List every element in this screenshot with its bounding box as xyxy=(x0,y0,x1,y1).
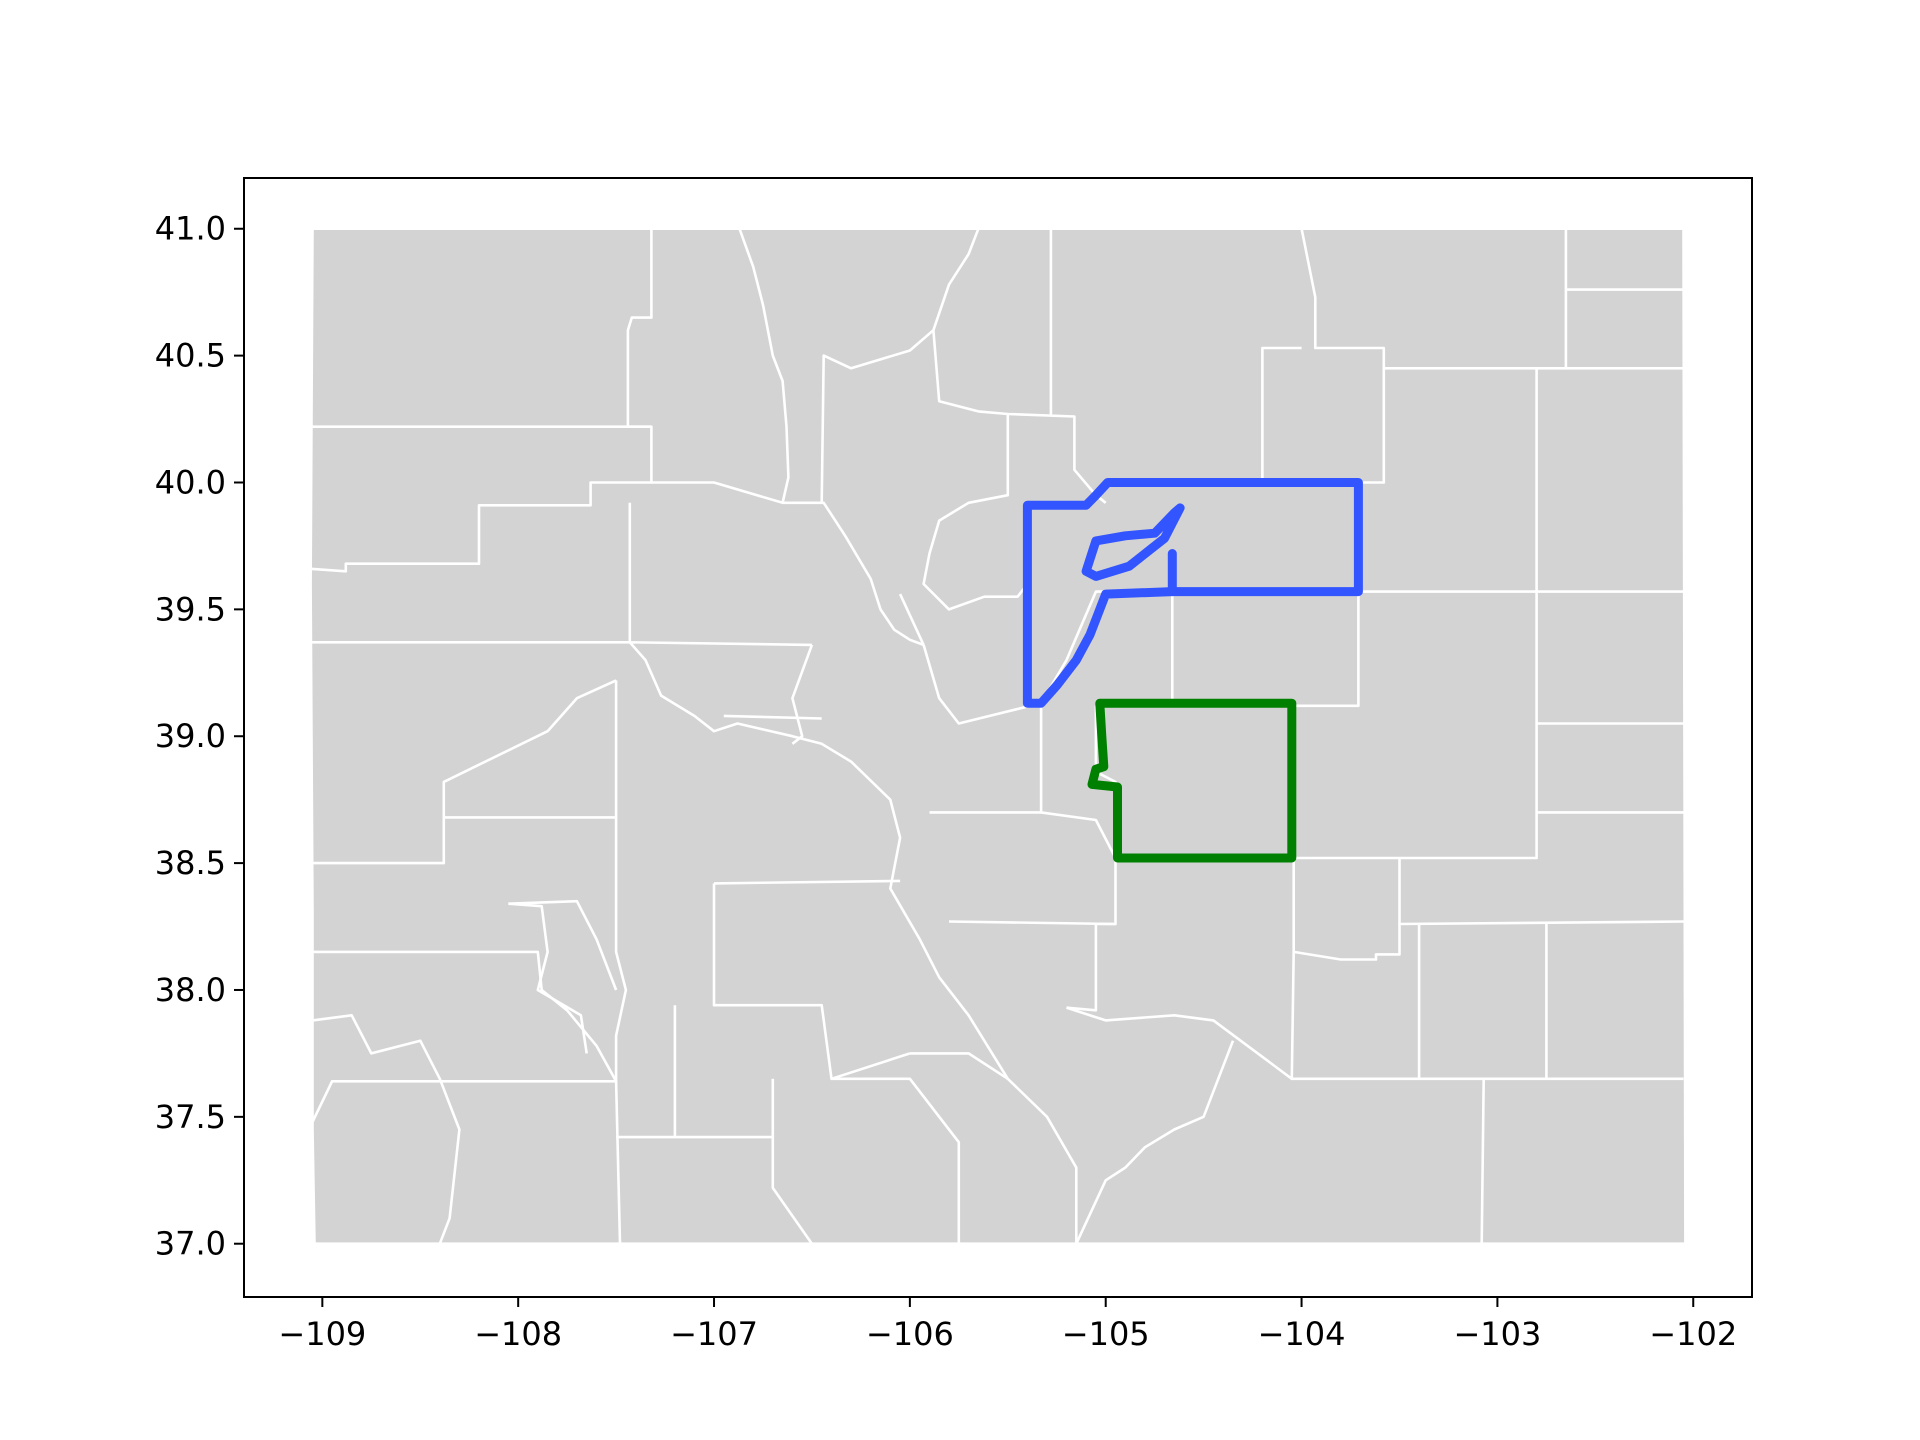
county-boundary-0 xyxy=(310,425,653,573)
x-tick-label-3: −106 xyxy=(866,1315,954,1353)
x-tick-label-2: −107 xyxy=(670,1315,758,1353)
county-boundary-25 xyxy=(1075,1040,1235,1245)
county-boundary-24 xyxy=(1066,1006,1293,1080)
county-boundary-43 xyxy=(616,1135,813,1245)
x-tick-label-5: −104 xyxy=(1258,1315,1346,1353)
x-tick-label-7: −102 xyxy=(1649,1315,1737,1353)
x-tick-label-1: −108 xyxy=(474,1315,562,1353)
y-tick-label-6: 40.0 xyxy=(155,463,226,501)
county-boundary-40 xyxy=(508,899,618,991)
x-tick-label-4: −105 xyxy=(1062,1315,1150,1353)
x-tick-label-0: −109 xyxy=(278,1315,366,1353)
county-boundary-6 xyxy=(738,228,790,504)
county-boundary-39 xyxy=(508,902,588,1054)
county-boundary-5 xyxy=(820,228,980,503)
x-tick-label-6: −103 xyxy=(1453,1315,1541,1353)
axes-border xyxy=(243,177,1753,1298)
county-boundary-27 xyxy=(948,920,1116,926)
county-boundary-42 xyxy=(311,1080,622,1244)
county-boundary-1 xyxy=(626,228,653,428)
x-axis-ticks: −109 −108 −107 −106 −105 −104 −103 −102 xyxy=(278,1297,1737,1353)
y-tick-label-2: 38.0 xyxy=(155,971,226,1009)
county-boundary-34 xyxy=(723,714,822,720)
county-boundary-45 xyxy=(712,883,911,1081)
county-boundary-2 xyxy=(651,481,925,647)
county-boundary-44 xyxy=(713,879,901,885)
y-tick-label-1: 37.5 xyxy=(155,1098,226,1136)
county-boundary-4 xyxy=(310,641,1078,1244)
county-boundary-41 xyxy=(312,1014,461,1245)
county-boundary-20 xyxy=(1290,951,1684,1081)
highlight-region-1-outline-0 xyxy=(1087,698,1297,863)
y-tick-label-0: 37.0 xyxy=(155,1225,226,1263)
county-boundary-35 xyxy=(614,680,628,1082)
county-boundary-15 xyxy=(1358,590,1684,725)
state-outline xyxy=(309,227,1687,1245)
y-tick-label-7: 40.5 xyxy=(155,337,226,375)
county-boundary-10 xyxy=(1261,228,1386,484)
county-boundary-49 xyxy=(909,1052,1009,1080)
y-tick-label-4: 39.0 xyxy=(155,717,226,755)
highlighted-regions xyxy=(1022,478,1363,863)
county-boundary-8 xyxy=(922,414,1029,611)
y-axis-ticks: 37.0 37.5 38.0 38.5 39.0 39.5 40.0 40.5 41.0 xyxy=(155,210,244,1263)
y-tick-label-3: 38.5 xyxy=(155,844,226,882)
county-map xyxy=(309,227,1687,1245)
county-boundary-36 xyxy=(310,679,617,865)
county-boundary-7 xyxy=(932,330,1107,504)
county-boundary-50 xyxy=(898,593,925,646)
county-boundary-23 xyxy=(1480,1078,1485,1244)
y-tick-label-5: 39.5 xyxy=(155,590,226,628)
y-tick-label-8: 41.0 xyxy=(155,210,226,248)
axes-frame xyxy=(243,177,1753,1298)
highlight-region-0-outline-1 xyxy=(1081,503,1185,581)
county-boundary-47 xyxy=(831,1077,961,1244)
